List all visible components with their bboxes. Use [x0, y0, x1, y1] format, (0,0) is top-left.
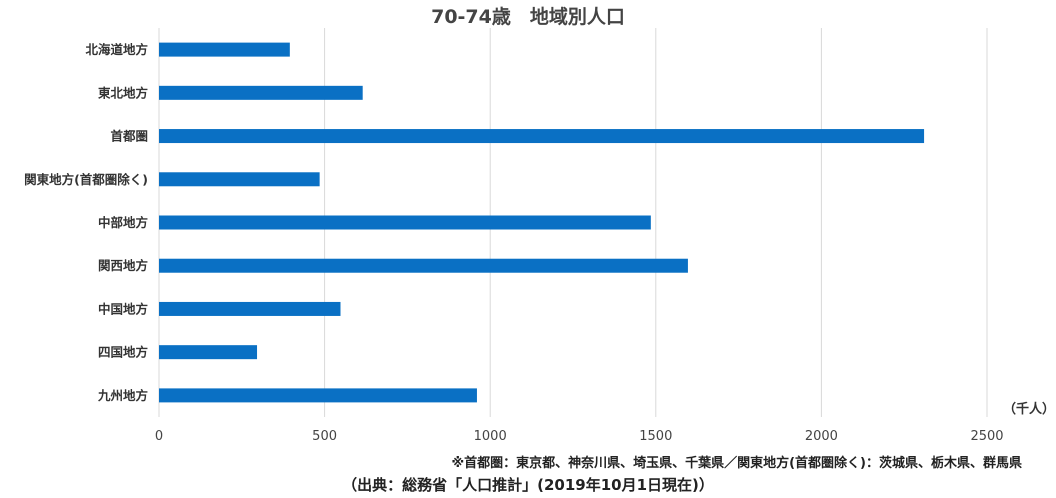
category-label: 九州地方	[97, 388, 148, 403]
category-label: 関東地方(首都圏除く)	[24, 172, 148, 187]
bar	[159, 388, 477, 403]
bar	[159, 172, 320, 187]
bar	[159, 258, 688, 273]
x-tick-label: 2000	[805, 429, 838, 444]
category-label: 東北地方	[98, 85, 148, 100]
bar	[159, 301, 341, 316]
footnote: ※首都圏：東京都、神奈川県、埼玉県、千葉県／関東地方(首都圏除く)：茨城県、栃木…	[451, 456, 1022, 471]
unit-label: （千人）	[1003, 402, 1056, 417]
category-label: 関西地方	[98, 258, 148, 273]
category-label: 北海道地方	[85, 42, 148, 57]
source-citation: （出典：総務省「人口推計」(2019年10月1日現在)）	[342, 476, 714, 494]
bar	[159, 42, 290, 57]
category-label: 中部地方	[98, 215, 148, 230]
chart-title: 70-74歳 地域別人口	[431, 6, 625, 28]
x-tick-label: 1000	[474, 429, 507, 444]
x-tick-label: 1500	[639, 429, 672, 444]
x-tick-label: 500	[312, 429, 337, 444]
category-label: 四国地方	[98, 345, 148, 360]
bar	[159, 215, 651, 230]
x-tick-label: 2500	[970, 429, 1003, 444]
category-label: 中国地方	[98, 301, 148, 316]
x-tick-label: 0	[155, 429, 163, 444]
bar	[159, 345, 258, 360]
bar	[159, 85, 363, 100]
bar	[159, 129, 925, 144]
category-label: 首都圏	[110, 129, 148, 144]
